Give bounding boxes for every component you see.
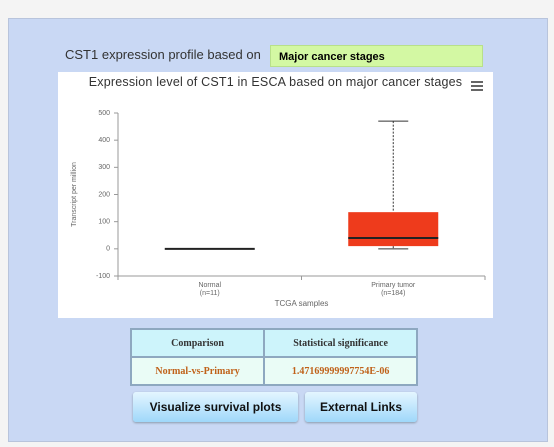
chart: Expression level of CST1 in ESCA based o… <box>58 72 493 318</box>
cell: 1.47169999997754E-06 <box>263 356 418 386</box>
x-tick-label: Primary tumor <box>371 282 416 289</box>
y-tick-label: 300 <box>98 164 110 171</box>
sample-size: (n=184) <box>381 290 405 297</box>
survival-button[interactable]: Visualize survival plots <box>133 392 298 422</box>
box <box>348 212 439 247</box>
column-header: Statistical significance <box>263 328 418 358</box>
y-tick-label: 200 <box>98 191 110 198</box>
y-axis-label: Transcript per million <box>71 162 78 227</box>
links-button[interactable]: External Links <box>305 392 417 422</box>
header-label: CST1 expression profile based on <box>65 47 261 62</box>
x-tick-label: Normal <box>198 282 221 289</box>
column-header: Comparison <box>129 328 266 358</box>
y-tick-label: 500 <box>98 110 110 117</box>
plot: -100 0 100 200 300 400 500 Transcript per milli… <box>71 110 486 308</box>
y-tick-label: 400 <box>98 137 110 144</box>
cell: Normal-vs-Primary <box>129 356 266 386</box>
y-tick-label: 0 <box>106 246 110 253</box>
stage-select[interactable]: Major cancer stages <box>270 45 483 67</box>
chart-menu[interactable] <box>471 81 483 93</box>
chart-title: Expression level of CST1 in ESCA based o… <box>88 75 463 89</box>
x-axis-label: TCGA samples <box>275 299 329 308</box>
y-tick-label: 100 <box>98 219 110 226</box>
sample-size: (n=11) <box>200 290 220 297</box>
stats-table: Comparison Statistical significance Norma… <box>129 328 418 386</box>
y-tick-label: -100 <box>96 273 110 280</box>
